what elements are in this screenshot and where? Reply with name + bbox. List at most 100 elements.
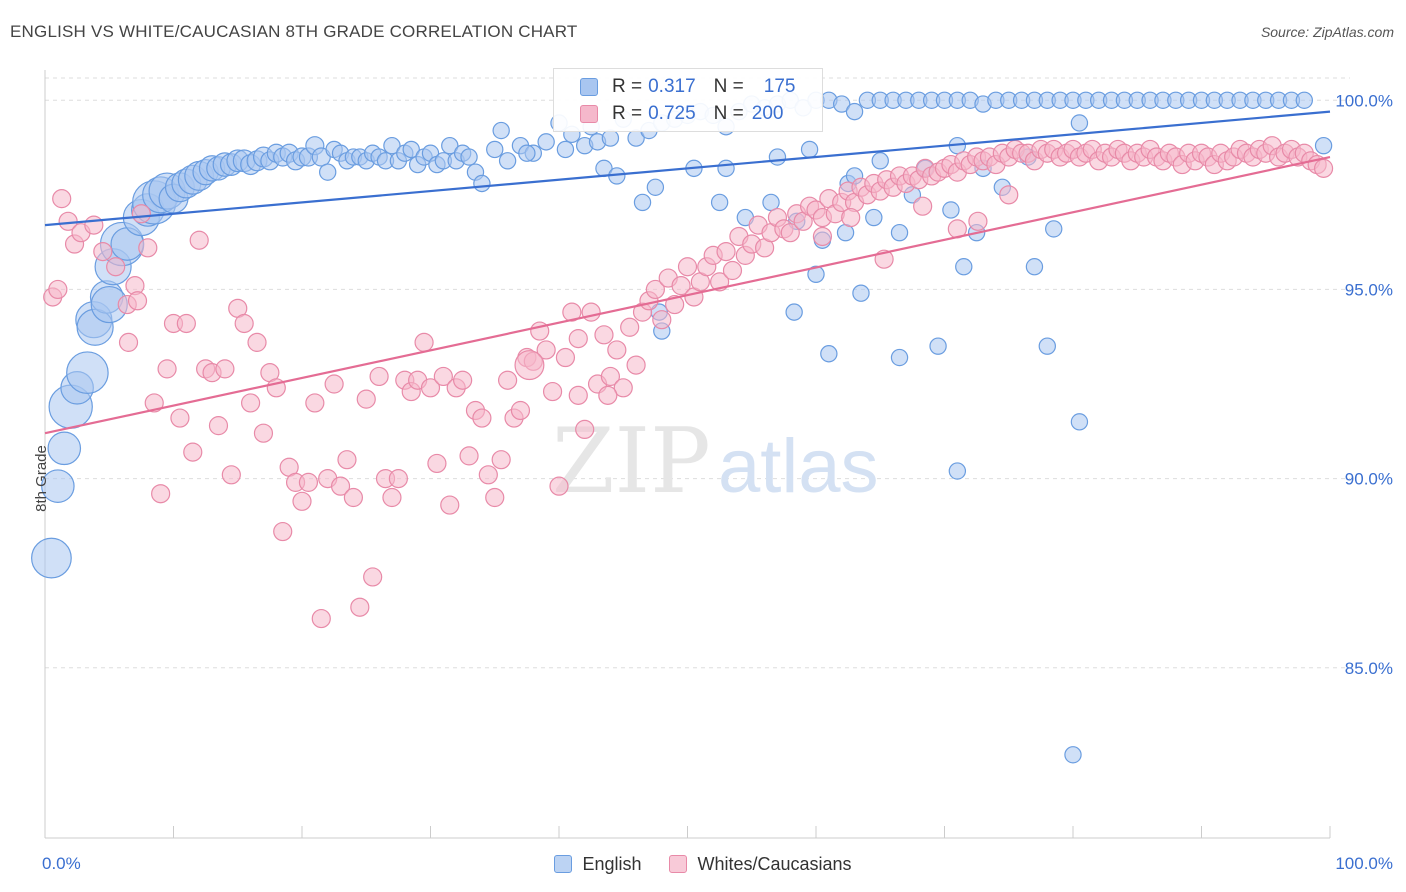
whites-point (127, 291, 148, 311)
english-point (556, 140, 575, 159)
whites-point (433, 366, 453, 387)
n-label: N = (713, 76, 744, 97)
watermark-zip: ZIP (552, 409, 711, 514)
whites-point (671, 276, 691, 296)
whites-point (716, 241, 736, 262)
legend-label-english: English (582, 853, 642, 874)
whites-point (626, 355, 646, 375)
legend-item-english[interactable]: English (554, 854, 641, 875)
whites-point (52, 189, 72, 209)
english-point (871, 152, 889, 170)
n-value: 200 (751, 103, 784, 124)
english-point (833, 95, 851, 113)
whites-point (652, 310, 672, 330)
english-point (1038, 337, 1057, 355)
english-point (402, 140, 420, 159)
watermark: ZIP atlas (552, 409, 879, 514)
y-tick-label: 100.0% (1335, 91, 1393, 110)
whites-point (311, 608, 331, 629)
whites-point (170, 408, 190, 428)
y-tick-label: 95.0% (1345, 280, 1393, 299)
whites-point (292, 491, 312, 511)
y-tick-label: 90.0% (1345, 470, 1393, 489)
whites-point (93, 241, 113, 262)
whites-point (369, 366, 389, 387)
tick-labels: 85.0% 90.0% 95.0% 100.0% 0.0% 100.0% (42, 91, 1393, 873)
whites-point (812, 226, 833, 247)
english-point (646, 178, 665, 196)
english-point (820, 345, 838, 363)
whites-point (510, 400, 531, 421)
whites-point (106, 257, 126, 277)
english-point (845, 102, 864, 121)
whites-swatch-icon (580, 105, 598, 123)
english-point (890, 348, 909, 367)
axes (44, 70, 1331, 839)
whites-point (350, 597, 370, 617)
whites-point (562, 302, 582, 322)
whites-point (298, 472, 319, 492)
whites-point (549, 476, 569, 496)
chart-title: ENGLISH VS WHITE/CAUCASIAN 8TH GRADE COR… (10, 22, 578, 41)
english-point (1025, 258, 1044, 276)
whites-point (780, 223, 800, 243)
whites-point (388, 468, 408, 489)
english-point (807, 265, 825, 283)
english-point (383, 136, 401, 155)
whites-point (234, 313, 254, 334)
r-label: R = (612, 103, 643, 124)
english-point (460, 148, 478, 166)
whites-point (453, 370, 473, 390)
whites-point (189, 230, 209, 250)
whites-point (600, 366, 621, 387)
whites-point (208, 416, 229, 436)
legend-item-whites[interactable]: Whites/Caucasians (669, 854, 852, 875)
whites-point (305, 393, 325, 413)
english-point (66, 351, 109, 394)
whites-trend-line (44, 155, 1331, 435)
whites-point (478, 465, 498, 485)
whites-point (841, 207, 861, 228)
whites-point (620, 317, 640, 337)
english-legend-swatch-icon (554, 855, 573, 873)
whites-point (568, 329, 588, 349)
series-legend: English Whites/Caucasians (0, 852, 1406, 876)
whites-point (440, 495, 460, 515)
english-point (890, 223, 909, 242)
x-tick-label: 0.0% (42, 854, 81, 873)
whites-point (472, 408, 492, 428)
whites-point (144, 393, 164, 413)
english-point (47, 431, 82, 466)
whites-point (241, 393, 261, 413)
english-point (955, 258, 973, 276)
english-point (486, 140, 504, 159)
whites-point (253, 423, 274, 443)
whites-point (118, 332, 139, 352)
whites-point (581, 302, 601, 322)
whites-point (555, 347, 576, 368)
stats-legend-row-english: R = 0.317 N = 175 (554, 74, 795, 100)
whites-point (968, 211, 988, 231)
whites-point (498, 370, 518, 390)
whites-point (999, 185, 1019, 205)
english-point (1064, 746, 1082, 764)
whites-point (542, 381, 563, 402)
english-point (633, 193, 652, 212)
whites-point (324, 374, 344, 394)
english-point (942, 201, 960, 219)
whites-point (722, 260, 743, 281)
x-tick-label: 100.0% (1335, 854, 1393, 873)
whites-point (183, 442, 203, 462)
english-point (41, 469, 75, 503)
y-tick-label: 85.0% (1345, 659, 1393, 678)
whites-point (382, 487, 402, 508)
whites-point (677, 257, 698, 277)
english-point (1295, 91, 1314, 109)
trend-lines (44, 110, 1331, 435)
english-point (441, 136, 459, 155)
english-point (785, 303, 803, 321)
english-point (710, 193, 729, 212)
whites-point (273, 521, 293, 542)
whites-point (613, 378, 633, 398)
